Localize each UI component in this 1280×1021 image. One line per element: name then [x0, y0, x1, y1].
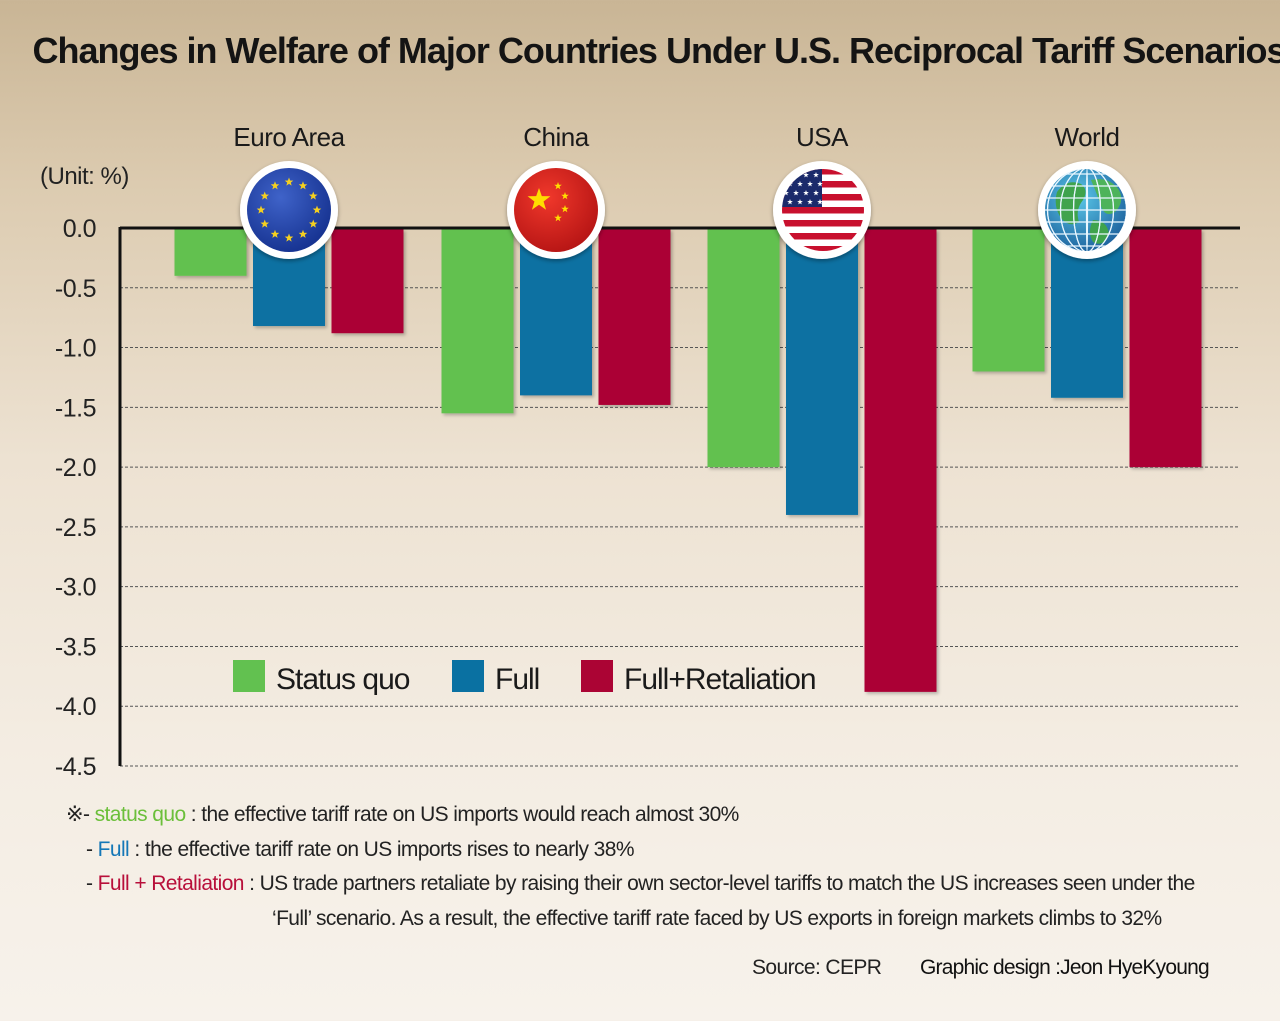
eu-star-icon [308, 219, 318, 228]
category-label: Euro Area [233, 122, 345, 152]
usa-star-icon [813, 172, 819, 178]
chart-title: Changes in Welfare of Major Countries Un… [32, 30, 1280, 71]
usa-stripe [782, 207, 864, 214]
china-big-star-icon [527, 188, 551, 210]
bar [174, 229, 247, 276]
note-full-term: Full [97, 837, 130, 861]
globe-land [1090, 220, 1109, 244]
note-full-text: : the effective tariff rate on US import… [134, 837, 634, 861]
y-tick-label: -2.5 [55, 514, 96, 542]
globe-meridian [1046, 169, 1126, 251]
note-retaliation: - Full + Retaliation : US trade partners… [66, 867, 1256, 902]
note-dash: - [86, 872, 93, 895]
y-tick-label: -2.0 [55, 454, 96, 482]
bar [598, 229, 671, 405]
usa-star-icon [803, 172, 809, 178]
note-retaliation-term: Full + Retaliation [97, 872, 245, 895]
usa-star-icon [783, 190, 789, 196]
y-tick-label: -0.5 [55, 275, 96, 303]
globe-meridian [1059, 169, 1115, 251]
bar [1129, 229, 1202, 468]
usa-stripe [782, 220, 864, 227]
eu-star-icon [270, 229, 280, 238]
china-small-star-icon [561, 192, 569, 200]
y-tick-label: -3.5 [55, 633, 96, 661]
y-tick-label: -1.0 [55, 335, 96, 363]
eu-star-icon [260, 191, 270, 200]
legend-swatch [233, 660, 265, 692]
usa-star-icon [797, 199, 803, 205]
credit-text: Graphic design :Jeon HyeKyoung [920, 956, 1210, 979]
china-small-star-icon [561, 205, 569, 213]
y-tick-label: 0.0 [63, 215, 96, 243]
usa-star-icon [817, 199, 823, 205]
note-status-quo-term: status quo [94, 803, 187, 826]
usa-stripe [782, 194, 864, 201]
legend-label: Full [495, 663, 539, 696]
eu-star-icon [260, 219, 270, 228]
bar [331, 229, 404, 334]
category-label: China [523, 122, 589, 152]
usa-star-icon [807, 199, 813, 205]
note-retaliation-text-2: ‘Full’ scenario. As a result, the effect… [272, 906, 1162, 930]
y-tick-label: -4.5 [55, 753, 96, 781]
bar [707, 229, 780, 468]
globe-meridian [1072, 169, 1102, 251]
bar [972, 229, 1045, 372]
eu-star-icon [256, 205, 266, 214]
note-prefix: ※- [66, 803, 90, 826]
usa-star-icon [797, 181, 803, 187]
eu-star-icon [284, 233, 294, 242]
note-retaliation-text-1: : US trade partners retaliate by raising… [249, 872, 1195, 895]
usa-stripe [782, 233, 864, 240]
unit-label: (Unit: %) [40, 163, 129, 190]
y-tick-label: -3.0 [55, 574, 96, 602]
bar [864, 229, 937, 692]
china-small-star-icon [554, 182, 562, 190]
source-text: Source: CEPR [752, 956, 882, 979]
usa-star-icon [807, 181, 813, 187]
eu-star-icon [308, 191, 318, 200]
china-flag-field [514, 168, 598, 252]
y-tick-label: -1.5 [55, 394, 96, 422]
usa-star-icon [803, 190, 809, 196]
usa-star-icon [813, 190, 819, 196]
china-small-star-icon [554, 214, 562, 222]
legend-label: Full+Retaliation [624, 663, 816, 696]
note-full: - Full : the effective tariff rate on US… [66, 833, 1256, 868]
eu-flag-icon [240, 161, 338, 259]
note-dash: - [86, 837, 93, 861]
note-status-quo: ※- status quo : the effective tariff rat… [66, 798, 1256, 833]
usa-stripe [782, 169, 864, 175]
usa-stripe [782, 246, 864, 251]
y-tick-label: -4.0 [55, 693, 96, 721]
bar [786, 229, 858, 515]
bar-chart: 0.0 -0.5 -1.0 -1.5 -2.0 -2.5 -3.0 -3.5 -4.0 -4.5 E… [40, 122, 1240, 781]
eu-flag-field [247, 168, 331, 252]
usa-stripe [782, 181, 864, 188]
eu-star-icon [298, 229, 308, 238]
legend-swatch [452, 660, 484, 692]
usa-flag-icon [773, 161, 871, 259]
eu-star-icon [298, 181, 308, 190]
eu-star-icon [312, 205, 322, 214]
legend-label: Status quo [276, 663, 410, 696]
globe-field [1045, 169, 1126, 251]
footnotes: ※- status quo : the effective tariff rat… [66, 798, 1256, 936]
note-retaliation-cont: ‘Full’ scenario. As a result, the effect… [66, 902, 1256, 937]
usa-star-icon [793, 190, 799, 196]
eu-star-icon [270, 181, 280, 190]
category-label: USA [796, 122, 849, 152]
category-label: World [1055, 122, 1120, 152]
china-flag-icon [507, 161, 605, 259]
legend-swatch [581, 660, 613, 692]
usa-star-icon [787, 199, 793, 205]
bar [441, 229, 514, 414]
usa-star-icon [817, 181, 823, 187]
globe-icon [1038, 161, 1136, 259]
eu-star-icon [284, 177, 294, 186]
note-status-quo-text: : the effective tariff rate on US import… [190, 803, 740, 826]
